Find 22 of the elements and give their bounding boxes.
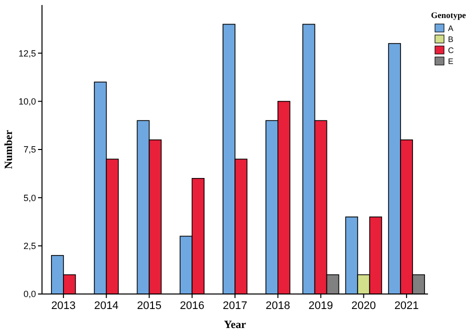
x-tick-label: 2018 [266,300,290,312]
legend-label: A [448,24,454,33]
legend-label: B [448,35,454,44]
legend-label: C [448,46,454,55]
y-tick-label: 7,5 [23,144,36,155]
x-tick-label: 2021 [394,300,419,312]
x-tick-label: 2015 [136,300,162,312]
legend-label: E [448,57,454,66]
y-tick-label: 2,5 [23,240,36,251]
x-tick-label: 2019 [308,300,334,312]
y-tick-label: 0,0 [23,289,36,300]
x-tick-label: 2017 [222,300,248,312]
y-tick-label: 10,0 [18,96,36,106]
legend-title: Genotype [431,10,466,20]
y-tick-label: 5,0 [23,192,36,203]
x-tick-label: 2016 [180,300,204,312]
x-tick-label: 2014 [94,300,119,312]
y-axis-title: Number [3,130,15,170]
y-tick-label: 12,5 [18,48,36,58]
x-tick-label: 2020 [351,300,376,312]
x-tick-label: 2013 [51,300,76,312]
x-axis-title: Year [224,319,246,331]
